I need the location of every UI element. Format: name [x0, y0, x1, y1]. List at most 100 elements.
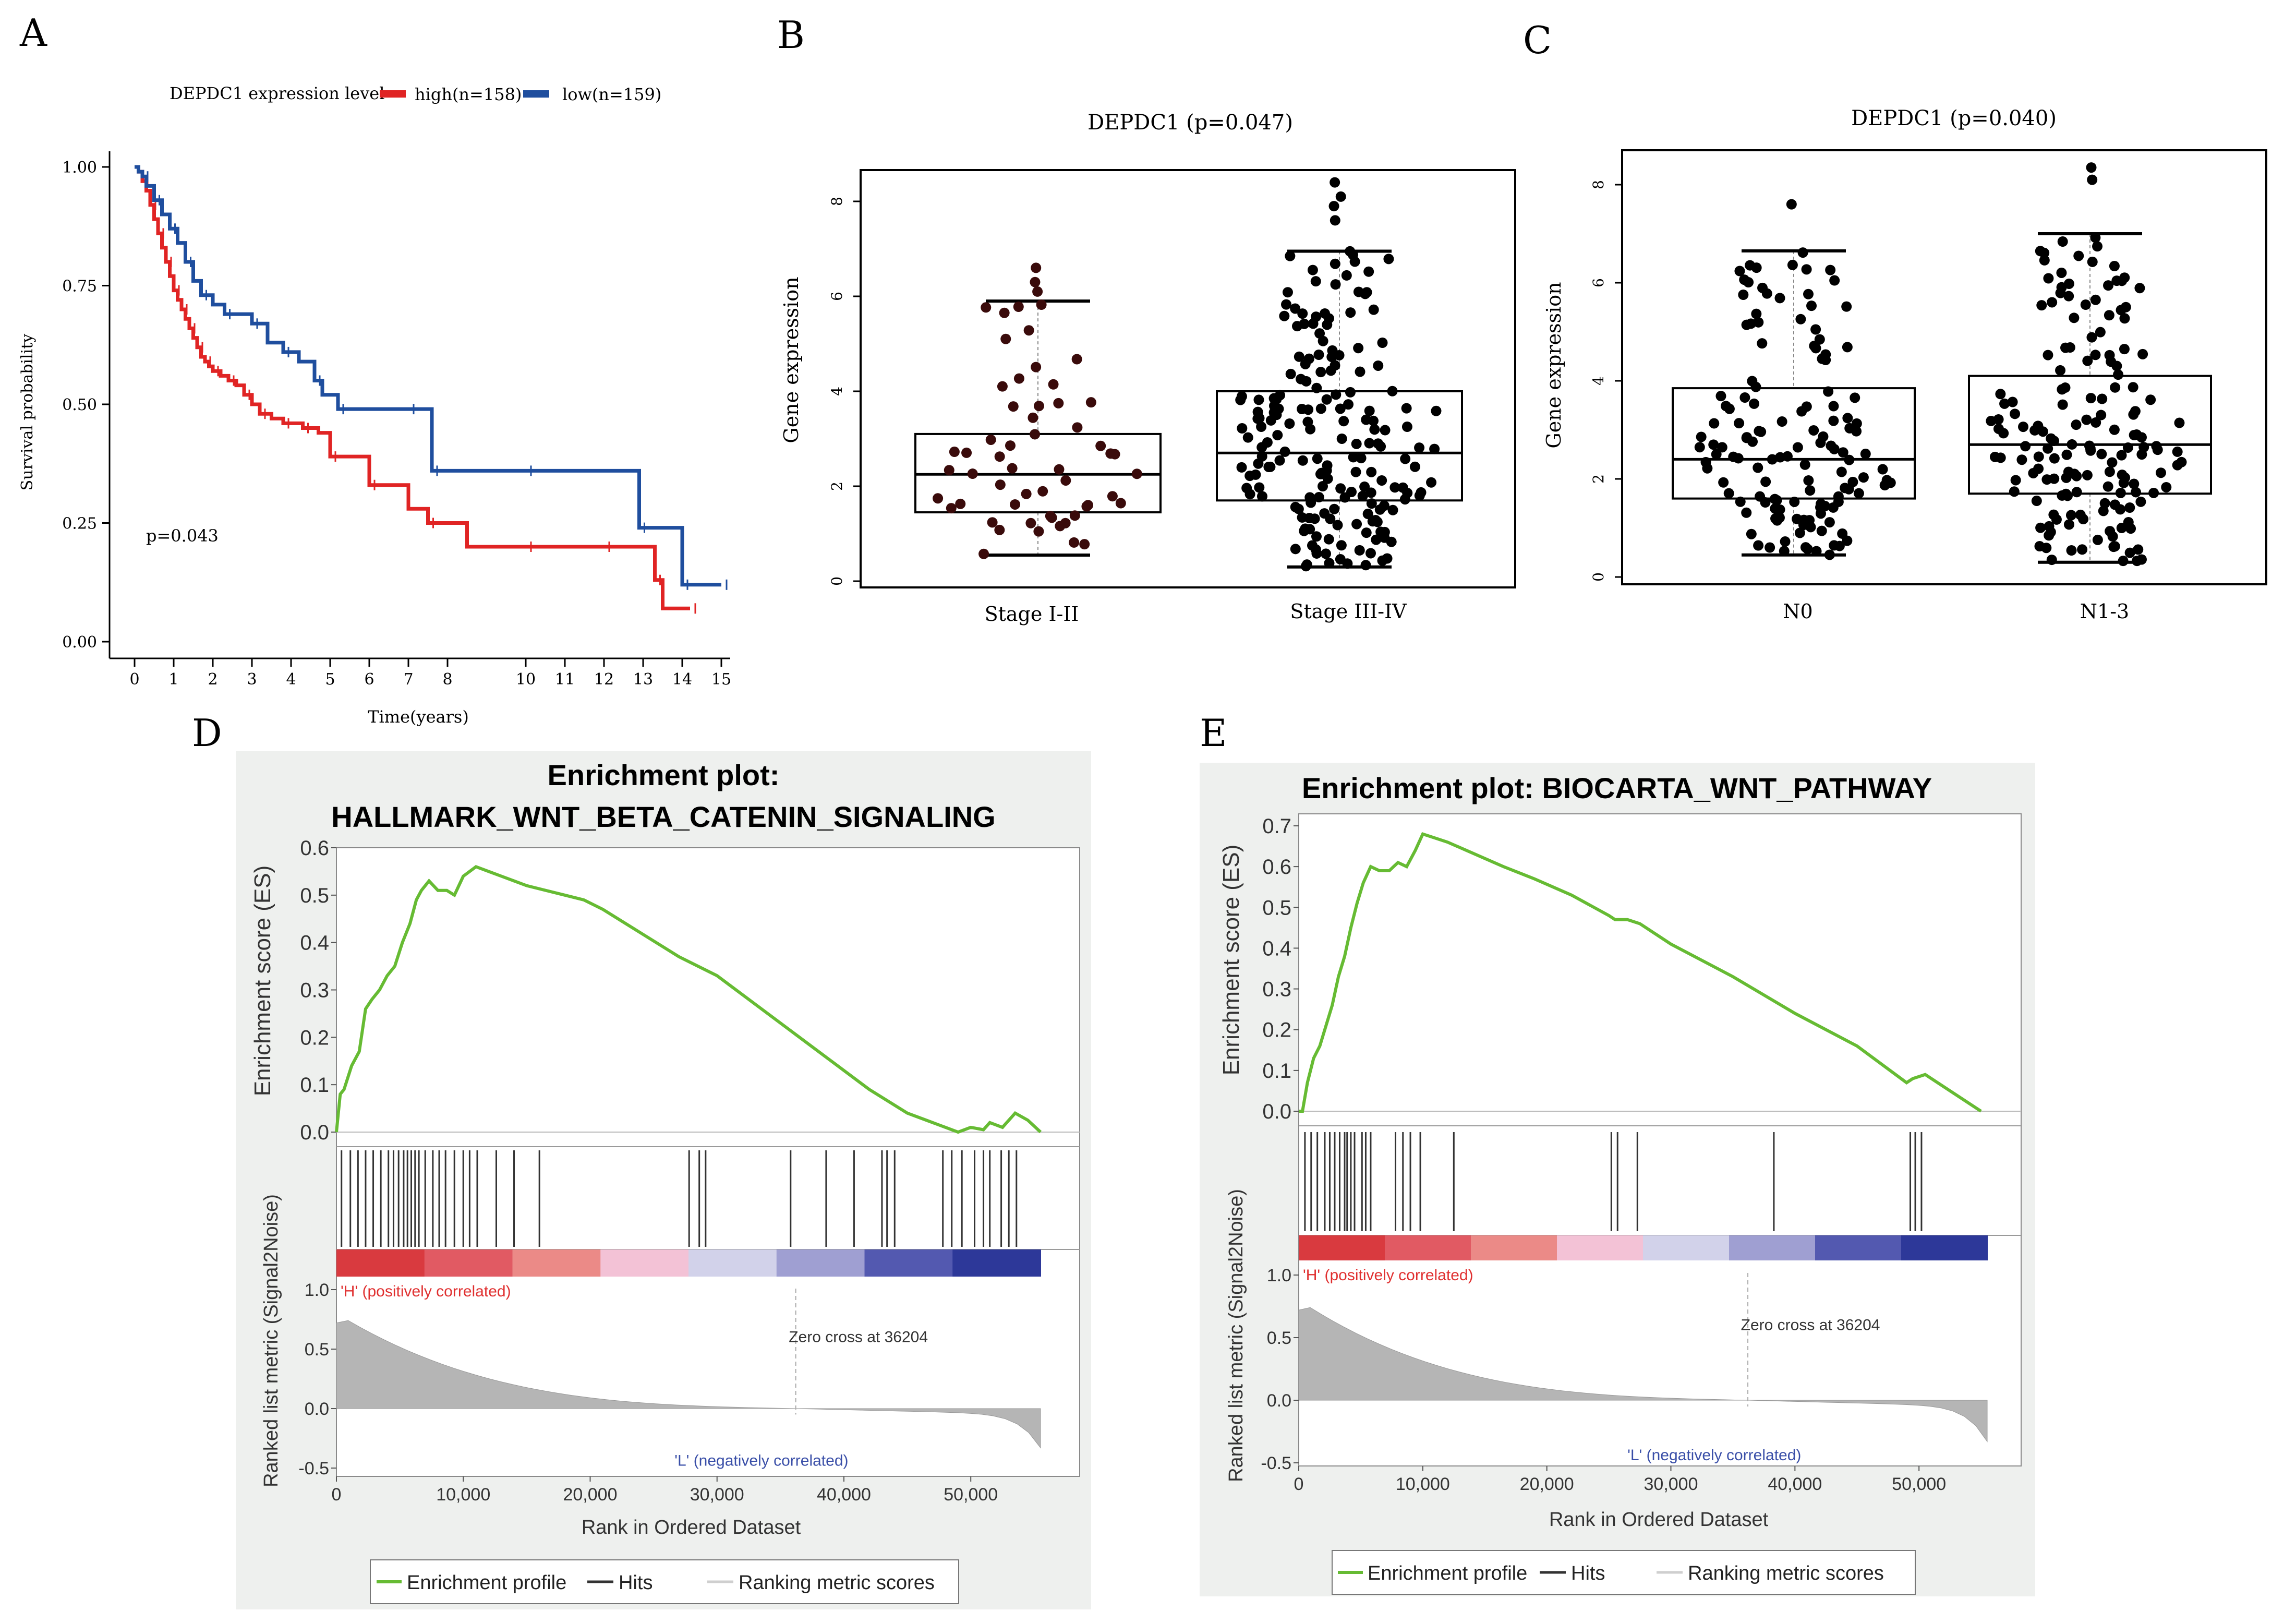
box-data-point	[1709, 418, 1720, 429]
box-data-point	[1007, 463, 1018, 474]
box-data-point	[2051, 514, 2062, 525]
box-data-point	[2057, 399, 2068, 410]
box-data-point	[1343, 399, 1354, 410]
box-data-point	[2120, 302, 2131, 312]
box-data-point	[1030, 429, 1041, 440]
box-data-point	[2135, 496, 2146, 507]
box-data-point	[1999, 398, 2010, 409]
box-data-point	[1842, 413, 1853, 424]
box-data-point	[1775, 452, 1786, 463]
box-data-point	[1060, 475, 1071, 486]
box-data-point	[1274, 455, 1285, 466]
box-data-point	[1008, 401, 1019, 412]
box-data-point	[2090, 350, 2101, 360]
box-data-point	[2099, 498, 2110, 509]
box-b-title: DEPDC1 (p=0.047)	[1087, 111, 1293, 135]
box-b-cat-1: Stage I-II	[985, 603, 1079, 626]
box-data-point	[1989, 451, 2000, 462]
box-data-point	[1820, 355, 1831, 366]
km-x-tick-label: 10	[516, 670, 536, 689]
panel-label-e: E	[1200, 711, 1227, 755]
box-data-point	[1805, 485, 1816, 496]
gsea-heat-segment	[1901, 1235, 1988, 1260]
box-data-point	[1858, 472, 1869, 483]
box-y-tick-label: 0	[828, 576, 845, 586]
box-data-point	[2134, 283, 2145, 294]
box-data-point	[944, 465, 954, 476]
km-legend-title: DEPDC1 expression level	[170, 83, 384, 103]
gsea-rank-tick-label: 0.5	[1267, 1328, 1291, 1348]
gsea-d-content: 0.0 0.1 0.2 0.3 0.4 0.5 0.6 1.0 0.5 0.0 -0.50 10,00…	[298, 837, 1080, 1505]
box-data-point	[1332, 520, 1343, 531]
box-data-point	[994, 451, 1005, 462]
box-data-point	[1717, 442, 1727, 453]
box-data-point	[1760, 476, 1771, 487]
box-data-point	[1345, 246, 1356, 257]
box-data-point	[1356, 453, 1367, 464]
box-data-point	[2043, 443, 2053, 454]
box-data-point	[1069, 510, 1080, 521]
box-data-point	[2066, 545, 2077, 556]
box-outlier-point	[1031, 262, 1042, 273]
box-y-tick-label: 2	[828, 482, 845, 491]
box-data-point	[2145, 394, 2156, 405]
box-data-point	[2061, 449, 2072, 460]
gsea-rank-area	[336, 1320, 1041, 1449]
box-outlier-point	[1330, 215, 1340, 226]
box-data-point	[2136, 432, 2147, 443]
box-data-point	[1323, 313, 1334, 324]
box-data-point	[1829, 540, 1840, 551]
box-data-point	[1025, 518, 1036, 528]
gsea-hallmark: Enrichment plot: HALLMARK_WNT_BETA_CATEN…	[236, 751, 1091, 1609]
box-b-cat-2: Stage III-IV	[1290, 600, 1407, 623]
box-y-tick-label: 6	[1590, 278, 1607, 287]
box-data-point	[1256, 422, 1267, 432]
box-c-groups	[1672, 162, 2212, 567]
box-data-point	[1305, 424, 1316, 435]
box-outlier-point	[2086, 162, 2097, 173]
box-data-point	[2117, 470, 2128, 480]
box-data-point	[2009, 486, 2020, 497]
box-data-point	[2055, 287, 2066, 298]
box-data-point	[2043, 350, 2053, 360]
box-data-point	[2063, 291, 2074, 302]
box-data-point	[1281, 299, 1292, 310]
box-data-point	[1824, 517, 1835, 528]
box-data-point	[1803, 475, 1814, 486]
gsea-x-tick-label: 20,000	[563, 1485, 617, 1505]
box-data-point	[1833, 491, 1844, 502]
box-data-point	[1728, 451, 1739, 462]
box-data-point	[2116, 523, 2127, 534]
gsea-d-legend-hits: Hits	[619, 1572, 652, 1594]
box-data-point	[1811, 546, 1822, 557]
gsea-es-tick-label: 0.2	[1262, 1019, 1291, 1042]
box-data-point	[1336, 433, 1347, 444]
box-data-point	[1320, 548, 1331, 559]
gsea-es-tick-label: 0.6	[1262, 856, 1291, 879]
box-data-point	[2061, 488, 2072, 499]
box-data-point	[1386, 536, 1397, 547]
box-data-point	[1364, 438, 1375, 449]
box-data-point	[1256, 491, 1267, 502]
box-data-point	[2115, 504, 2126, 515]
gsea-x-tick-label: 30,000	[1644, 1474, 1698, 1494]
box-data-point	[1300, 358, 1311, 369]
box-data-point	[1787, 259, 1798, 270]
box-data-point	[2109, 424, 2120, 435]
km-y-tick-label: 1.00	[62, 159, 97, 177]
box-data-point	[1772, 515, 1783, 526]
km-x-tick-label: 5	[325, 670, 335, 689]
km-line-low	[135, 165, 721, 587]
box-data-point	[1799, 459, 1810, 470]
box-data-point	[2104, 466, 2115, 477]
box-data-point	[2161, 482, 2172, 492]
box-data-point	[2132, 556, 2143, 567]
box-data-point	[2084, 440, 2095, 451]
box-data-point	[2033, 451, 2044, 462]
box-data-point	[2057, 384, 2068, 395]
box-data-point	[1376, 475, 1387, 486]
box-data-point	[1330, 360, 1340, 371]
gsea-es-tick-label: 0.7	[1262, 815, 1291, 838]
box-outlier-point	[1030, 276, 1041, 287]
box-data-point	[1995, 389, 2006, 400]
